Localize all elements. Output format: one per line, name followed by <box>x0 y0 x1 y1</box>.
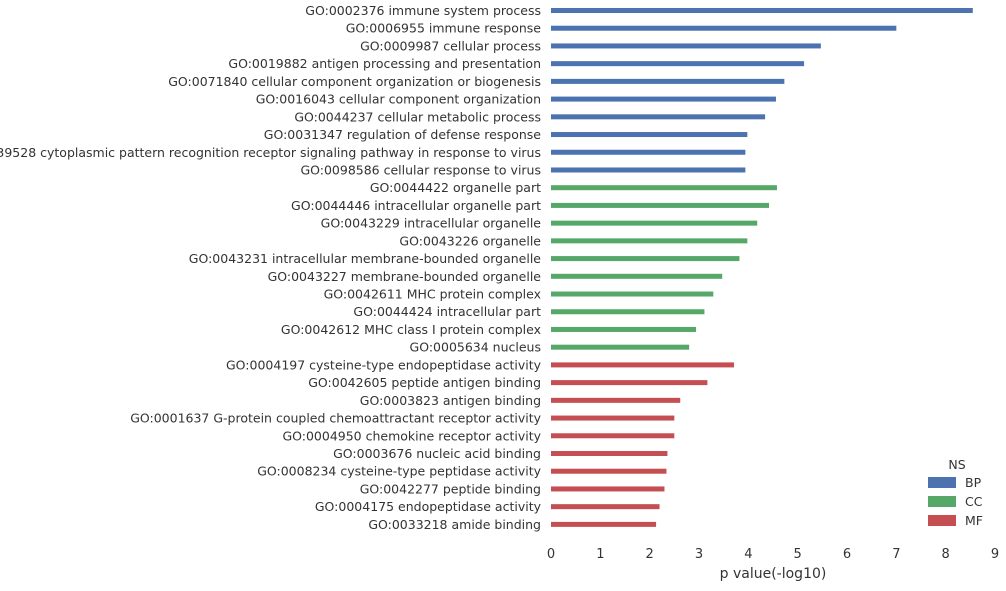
bar-bp <box>551 149 746 155</box>
category-label: GO:0006955 immune response <box>346 21 542 36</box>
category-label: GO:0039528 cytoplasmic pattern recogniti… <box>0 145 541 160</box>
category-label: GO:0044446 intracellular organelle part <box>291 198 541 213</box>
category-label: GO:0044237 cellular metabolic process <box>294 109 541 124</box>
bar-bp <box>551 132 748 138</box>
bar-bp <box>551 8 973 13</box>
legend-swatch-cc <box>928 496 956 507</box>
legend: NS BP CC MF <box>928 457 983 528</box>
bar-mf <box>551 486 665 492</box>
category-label: GO:0042611 MHC protein complex <box>324 287 541 302</box>
bar-mf <box>551 504 660 510</box>
category-label: GO:0004950 chemokine receptor activity <box>282 428 541 443</box>
x-tick-label: 2 <box>646 547 654 562</box>
bar-mf <box>551 380 708 386</box>
category-label: GO:0031347 regulation of defense respons… <box>264 127 542 142</box>
bar-cc <box>551 344 690 350</box>
category-label: GO:0008234 cysteine-type peptidase activ… <box>257 464 541 479</box>
category-label: GO:0044422 organelle part <box>370 180 541 195</box>
bar-bp <box>551 25 897 31</box>
bars-layer <box>551 8 973 527</box>
category-label: GO:0043226 organelle <box>399 233 541 248</box>
bar-mf <box>551 468 667 474</box>
category-label: GO:0004175 endopeptidase activity <box>315 499 542 514</box>
bar-cc <box>551 273 723 279</box>
bar-cc <box>551 220 758 226</box>
x-tick-label: 3 <box>695 547 703 562</box>
x-tick-label: 7 <box>892 547 900 562</box>
category-label: GO:0003823 antigen binding <box>360 393 541 408</box>
category-label: GO:0005634 nucleus <box>410 340 541 355</box>
bar-bp <box>551 61 805 67</box>
bar-mf <box>551 521 657 527</box>
bar-bp <box>551 78 785 84</box>
x-axis-label: p value(-log10) <box>720 566 827 582</box>
bar-bp <box>551 43 821 49</box>
bar-bp <box>551 114 766 120</box>
x-tick-label: 6 <box>843 547 851 562</box>
category-label: GO:0042612 MHC class I protein complex <box>281 322 541 337</box>
category-label: GO:0004197 cysteine-type endopeptidase a… <box>226 357 542 372</box>
x-tick-label: 4 <box>744 547 752 562</box>
category-label: GO:0002376 immune system process <box>305 3 541 18</box>
legend-label-cc: CC <box>965 494 983 509</box>
category-label: GO:0019882 antigen processing and presen… <box>228 56 541 71</box>
bar-cc <box>551 256 740 262</box>
category-label: GO:0098586 cellular response to virus <box>300 162 541 177</box>
legend-swatch-bp <box>928 477 956 488</box>
category-label: GO:0016043 cellular component organizati… <box>256 92 541 107</box>
legend-swatch-mf <box>928 515 956 526</box>
legend-label-mf: MF <box>965 513 983 528</box>
category-label: GO:0043227 membrane-bounded organelle <box>268 269 542 284</box>
category-label: GO:0071840 cellular component organizati… <box>168 74 541 89</box>
bar-mf <box>551 451 668 456</box>
bar-mf <box>551 415 675 421</box>
bar-cc <box>551 309 705 315</box>
bar-bp <box>551 167 746 173</box>
category-labels: GO:0002376 immune system process GO:00069… <box>0 3 542 532</box>
category-label: GO:0033218 amide binding <box>368 517 541 532</box>
category-label: GO:0043229 intracellular organelle <box>321 216 542 231</box>
x-axis-ticks: 0 1 2 3 4 5 6 7 8 9 <box>547 547 999 562</box>
legend-label-bp: BP <box>965 475 982 490</box>
bar-cc <box>551 238 748 244</box>
bar-cc <box>551 202 770 208</box>
x-tick-label: 8 <box>942 547 950 562</box>
x-tick-label: 5 <box>794 547 802 562</box>
bar-cc <box>551 185 777 191</box>
category-label: GO:0003676 nucleic acid binding <box>333 446 541 461</box>
x-tick-label: 9 <box>991 547 999 562</box>
bar-mf <box>551 433 675 439</box>
bar-mf <box>551 362 735 368</box>
bar-cc <box>551 291 714 297</box>
bar-cc <box>551 326 697 332</box>
category-label: GO:0043231 intracellular membrane-bounde… <box>189 251 542 266</box>
category-label: GO:0001637 G-protein coupled chemoattrac… <box>130 411 541 426</box>
category-label: GO:0042605 peptide antigen binding <box>308 375 541 390</box>
bar-bp <box>551 96 776 102</box>
category-label: GO:0044424 intracellular part <box>353 304 541 319</box>
category-label: GO:0009987 cellular process <box>360 38 541 53</box>
x-tick-label: 0 <box>547 547 555 562</box>
legend-title: NS <box>948 457 965 472</box>
category-label: GO:0042277 peptide binding <box>360 481 541 496</box>
x-tick-label: 1 <box>596 547 604 562</box>
bar-mf <box>551 397 681 403</box>
